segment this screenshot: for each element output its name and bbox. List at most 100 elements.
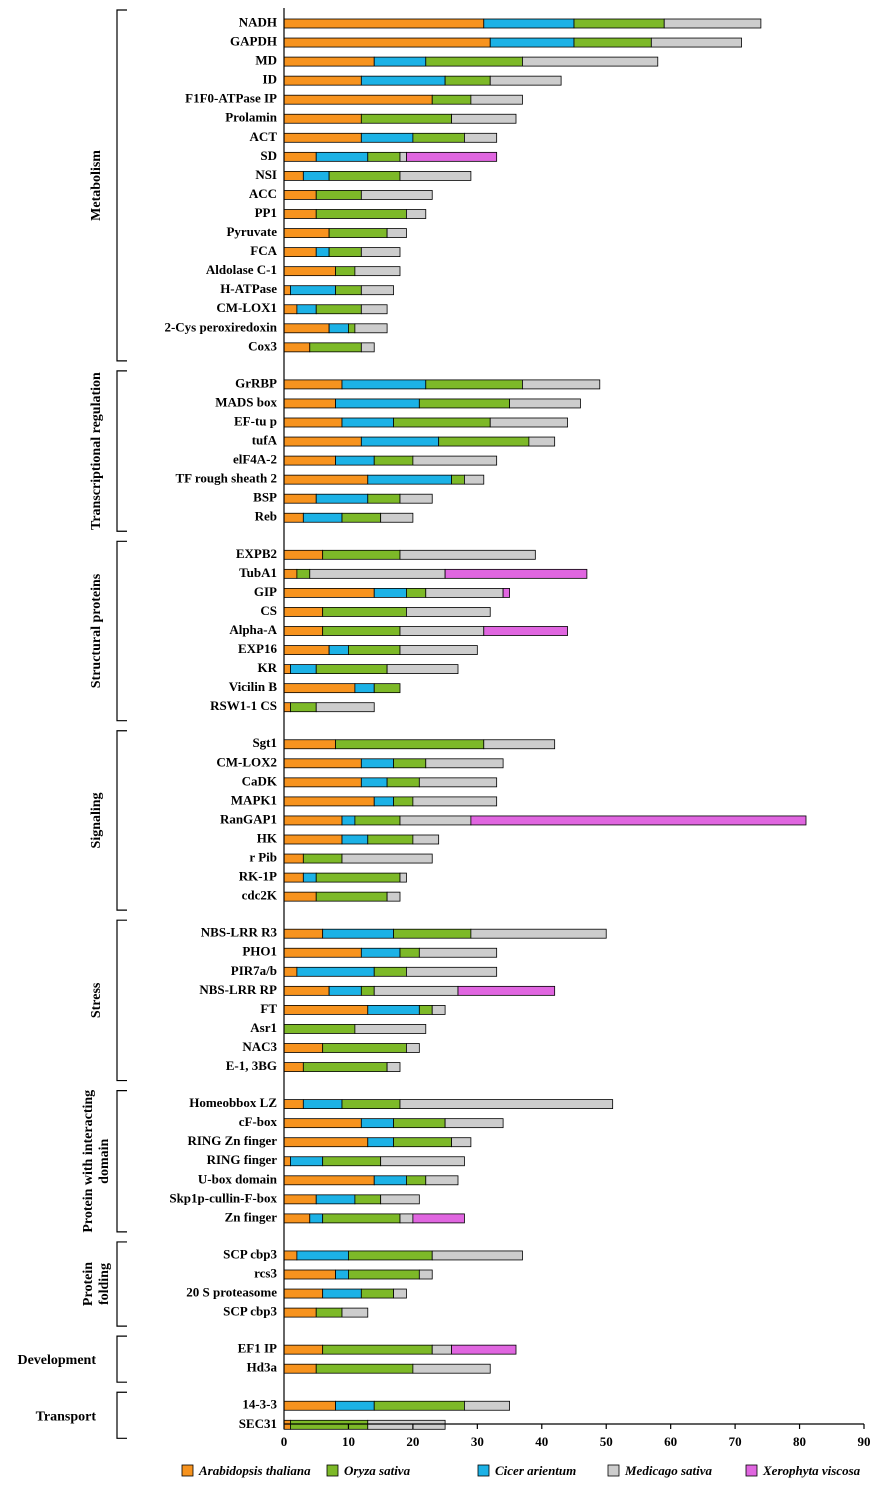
bar-sec31-8-1-seg-arabidopsis-thaliana (283, 1419, 291, 1430)
gene-label-nbs-lrr-r3: NBS-LRR R3 (201, 925, 278, 940)
bar-cf-box-5-1-seg-arabidopsis-thaliana (283, 1118, 362, 1129)
bar-elf4a-2-1-4-seg-cicer-arientum (335, 455, 375, 466)
bar-scp-cbp3-6-3-seg-arabidopsis-thaliana (283, 1307, 317, 1318)
category-label-protein-with-interacting-domain-line-1: Protein with interacting (81, 1090, 96, 1233)
bar-tuba1-2-1-seg-oryza-sativa (296, 568, 311, 579)
bar-fca-0-12-seg-cicer-arientum (315, 247, 330, 258)
legend-swatch-medicago-sativa (607, 1464, 620, 1477)
bar-nbs-lrr-rp-4-3-seg-cicer-arientum (328, 985, 362, 996)
category-label-metabolism: Metabolism (89, 150, 104, 221)
bar-sgt1-seg-medicago-sativa (483, 739, 556, 750)
bar-14-3-3-seg-medicago-sativa (464, 1400, 510, 1411)
bar-ring-zn-finger-5-2-seg-arabidopsis-thaliana (283, 1137, 369, 1148)
gene-label-r-pib: r Pib (249, 850, 277, 865)
bar-f1f0-atpase-ip-0-4-seg-arabidopsis-thaliana (283, 94, 433, 105)
bar-grrbp-seg-arabidopsis-thaliana (283, 379, 343, 390)
bar-ft-4-4-seg-medicago-sativa (431, 1005, 446, 1015)
bar-cf-box-5-1-seg-medicago-sativa (444, 1118, 504, 1129)
bar-hk-3-5-seg-oryza-sativa (367, 834, 414, 845)
category-label-signaling: Signaling (89, 792, 104, 848)
bar-pp1-0-10-seg-arabidopsis-thaliana (283, 209, 317, 219)
bar-pp1-0-10-seg-oryza-sativa (315, 209, 407, 219)
bar-2-cys-peroxiredoxin-0-16-seg-oryza-sativa (348, 323, 356, 334)
bar-cdc2k-3-8-seg-oryza-sativa (315, 891, 388, 902)
bar-tufa-1-3-seg-oryza-sativa (438, 436, 530, 447)
bar-id-0-3-seg-oryza-sativa (444, 75, 491, 86)
bar-sd-0-7-seg-oryza-sativa (367, 151, 401, 162)
category-label-stress: Stress (89, 982, 104, 1018)
bar-ring-zn-finger-5-2-seg-cicer-arientum (367, 1137, 394, 1148)
gene-label-ring-finger: RING finger (207, 1152, 278, 1167)
x-tick-label-0: 0 (281, 1434, 288, 1449)
bar-sd-0-7-seg-xerophyta-viscosa (406, 151, 498, 162)
legend-label-cicer-arientum: Cicer arientum (495, 1463, 576, 1478)
gene-label-md: MD (255, 53, 277, 68)
bar-e-1-3bg-4-7-seg-arabidopsis-thaliana (283, 1062, 304, 1072)
bar-aldolase-c-1-0-13-seg-medicago-sativa (354, 266, 401, 277)
bar-bsp-1-6-seg-arabidopsis-thaliana (283, 493, 317, 504)
bar-sec31-8-1-seg-oryza-sativa (290, 1419, 369, 1430)
bar-tf-rough-sheath-2-1-5-seg-oryza-sativa (451, 474, 465, 485)
category-bracket-signaling (116, 730, 127, 911)
bar-sd-0-7-seg-cicer-arientum (315, 151, 369, 162)
bar-skp1p-cullin-f-box-5-5-seg-medicago-sativa (380, 1194, 420, 1205)
bar-nadh-seg-medicago-sativa (663, 18, 762, 29)
bar-rsw1-1-cs-2-8-seg-oryza-sativa (290, 702, 317, 713)
bar-nsi-0-8-seg-cicer-arientum (302, 170, 330, 181)
bar-prolamin-0-5-seg-arabidopsis-thaliana (283, 113, 362, 124)
bar-skp1p-cullin-f-box-5-5-seg-oryza-sativa (354, 1194, 382, 1205)
bar-cs-2-3-seg-medicago-sativa (406, 607, 491, 617)
gene-label-20-s-proteasome: 20 S proteasome (186, 1285, 277, 1300)
bar-pir7a-b-4-2-seg-medicago-sativa (406, 966, 498, 977)
category-label-transcriptional-regulation: Transcriptional regulation (89, 372, 104, 530)
bar-ft-4-4-seg-arabidopsis-thaliana (283, 1005, 369, 1015)
bar-nsi-0-8-seg-medicago-sativa (399, 170, 472, 181)
bar-rsw1-1-cs-2-8-seg-arabidopsis-thaliana (283, 702, 291, 713)
gene-label-scp-cbp3: SCP cbp3 (223, 1246, 277, 1261)
gene-label-acc: ACC (249, 186, 277, 201)
bar-hd3a-7-1-seg-medicago-sativa (412, 1363, 491, 1374)
bar-scp-cbp3-6-3-seg-oryza-sativa (315, 1307, 343, 1318)
bar-act-0-6-seg-oryza-sativa (412, 132, 465, 143)
bar-grrbp-seg-oryza-sativa (425, 379, 523, 390)
bar-u-box-domain-5-4-seg-cicer-arientum (373, 1175, 407, 1186)
gene-label-cadk: CaDK (242, 773, 278, 788)
legend-label-arabidopsis-thaliana: Arabidopsis thaliana (198, 1463, 311, 1478)
bar-reb-1-7-seg-medicago-sativa (380, 512, 414, 523)
x-tick-label-40: 40 (535, 1434, 548, 1449)
bar-gip-2-2-seg-oryza-sativa (406, 588, 427, 598)
category-label-protein-with-interacting-domain-line-2: domain (97, 1138, 112, 1183)
bar-scp-cbp3-seg-oryza-sativa (348, 1250, 433, 1261)
bar-hk-3-5-seg-medicago-sativa (412, 834, 440, 845)
bar-acc-0-9-seg-arabidopsis-thaliana (283, 190, 317, 200)
category-bracket-transport (116, 1391, 127, 1439)
category-bracket-metabolism (116, 9, 127, 362)
bar-scp-cbp3-seg-arabidopsis-thaliana (283, 1250, 298, 1261)
bar-cadk-3-2-seg-cicer-arientum (360, 777, 388, 788)
bar-kr-2-6-seg-arabidopsis-thaliana (283, 664, 291, 674)
bar-scp-cbp3-seg-cicer-arientum (296, 1250, 349, 1261)
bar-kr-2-6-seg-cicer-arientum (290, 664, 317, 674)
bar-rcs3-6-1-seg-arabidopsis-thaliana (283, 1269, 336, 1280)
x-tick-label-60: 60 (664, 1434, 677, 1449)
bar-14-3-3-seg-oryza-sativa (373, 1400, 465, 1411)
bar-20-s-proteasome-6-2-seg-oryza-sativa (360, 1288, 394, 1299)
bar-pho1-4-1-seg-cicer-arientum (360, 947, 401, 958)
gene-label-aldolase-c-1: Aldolase C-1 (206, 262, 277, 277)
bar-hk-3-5-seg-arabidopsis-thaliana (283, 834, 343, 845)
bar-rangap1-3-4-seg-arabidopsis-thaliana (283, 815, 343, 826)
gene-label-rangap1: RanGAP1 (220, 811, 277, 826)
gene-label-cm-lox2: CM-LOX2 (216, 754, 277, 769)
x-tick-label-30: 30 (471, 1434, 484, 1449)
gene-label-act: ACT (250, 129, 278, 144)
bar-hd3a-7-1-seg-arabidopsis-thaliana (283, 1363, 317, 1374)
bar-grrbp-seg-cicer-arientum (341, 379, 427, 390)
bar-expb2-seg-arabidopsis-thaliana (283, 549, 324, 560)
gene-label-exp16: EXP16 (238, 641, 278, 656)
bar-h-atpase-0-14-seg-medicago-sativa (360, 285, 394, 296)
bar-nac3-4-6-seg-oryza-sativa (322, 1043, 407, 1053)
gene-label-nbs-lrr-rp: NBS-LRR RP (199, 982, 277, 997)
bar-20-s-proteasome-6-2-seg-medicago-sativa (393, 1288, 407, 1299)
bar-sgt1-seg-arabidopsis-thaliana (283, 739, 336, 750)
